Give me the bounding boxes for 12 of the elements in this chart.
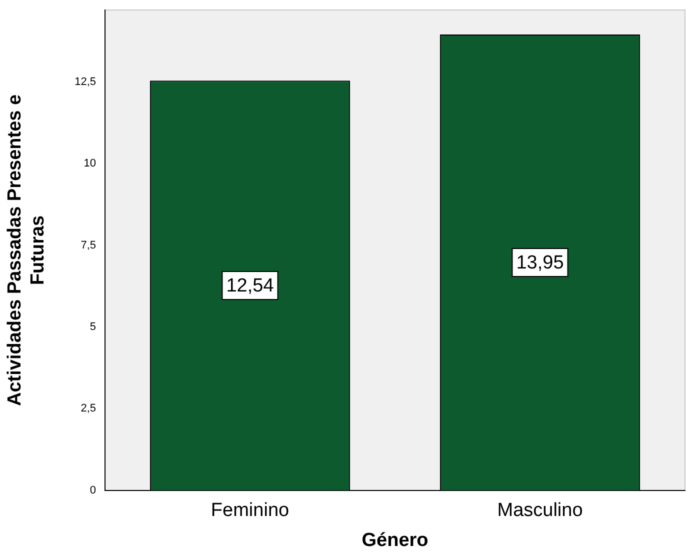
y-tick-label: 12,5 (74, 76, 96, 88)
data-label: 13,95 (516, 252, 564, 274)
x-axis-title: Género (362, 530, 428, 551)
y-tick-label: 5 (90, 321, 96, 334)
y-tick-label: 0 (90, 484, 96, 496)
y-tick-label: 2,5 (80, 402, 96, 415)
x-tick-label: Masculino (497, 500, 583, 522)
y-tick-label: 7,5 (80, 239, 96, 252)
data-label: 12,54 (226, 276, 274, 297)
y-axis-title: Actividades Passadas Presentes e Futuras (4, 94, 48, 406)
y-tick-label: 10 (84, 158, 96, 170)
x-tick-label: Feminino (210, 500, 290, 522)
